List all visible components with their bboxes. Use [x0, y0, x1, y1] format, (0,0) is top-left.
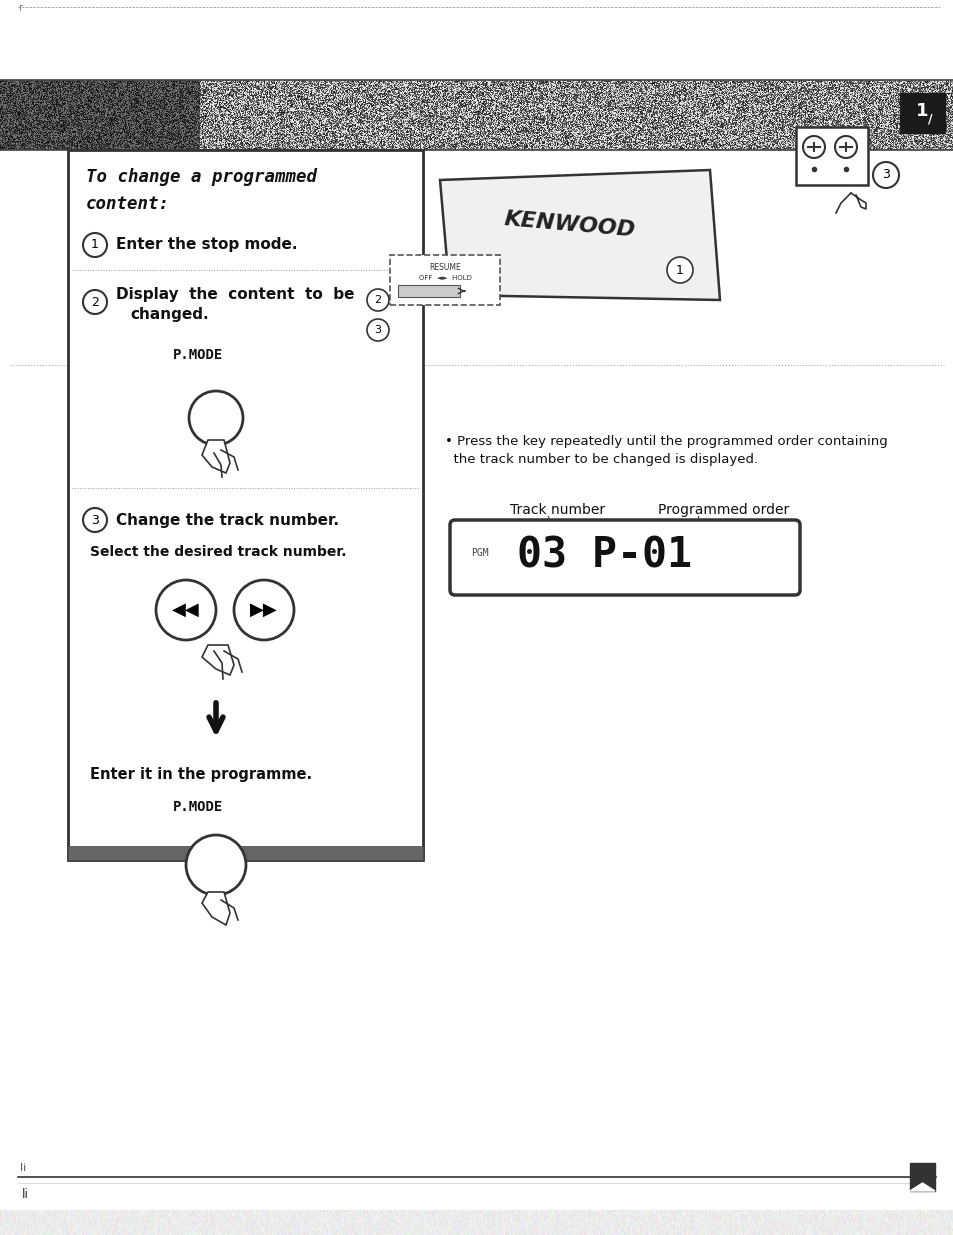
- FancyBboxPatch shape: [450, 520, 800, 595]
- Text: OFF  ◄►  HOLD: OFF ◄► HOLD: [418, 275, 471, 282]
- Text: Track number: Track number: [510, 503, 604, 517]
- Text: 1: 1: [91, 238, 99, 252]
- Text: content:: content:: [86, 195, 170, 212]
- Text: Change the track number.: Change the track number.: [116, 513, 338, 527]
- Circle shape: [802, 136, 824, 158]
- Bar: [397, 285, 459, 296]
- Bar: [899, 93, 944, 133]
- Text: To change a programmed: To change a programmed: [86, 168, 316, 186]
- Text: Enter the stop mode.: Enter the stop mode.: [116, 237, 297, 252]
- Text: Programmed order: Programmed order: [658, 503, 788, 517]
- Text: Enter it in the programme.: Enter it in the programme.: [90, 767, 312, 783]
- Bar: [68, 149, 422, 860]
- Text: RESUME: RESUME: [429, 263, 460, 272]
- Text: PGM: PGM: [471, 548, 488, 558]
- Polygon shape: [909, 1183, 934, 1191]
- Polygon shape: [202, 892, 230, 925]
- Polygon shape: [202, 440, 230, 473]
- Circle shape: [156, 580, 215, 640]
- Bar: [68, 846, 422, 860]
- Text: 3: 3: [375, 325, 381, 335]
- Text: 1: 1: [676, 263, 683, 277]
- Text: • Press the key repeatedly until the programmed order containing: • Press the key repeatedly until the pro…: [444, 435, 887, 448]
- Circle shape: [872, 162, 898, 188]
- Text: 1: 1: [915, 103, 928, 120]
- Text: ▶▶: ▶▶: [250, 601, 277, 619]
- Text: 2: 2: [374, 295, 381, 305]
- Text: li: li: [20, 1163, 27, 1173]
- Text: ◀◀: ◀◀: [172, 601, 200, 619]
- Circle shape: [83, 233, 107, 257]
- Circle shape: [666, 257, 692, 283]
- Polygon shape: [439, 170, 720, 300]
- Circle shape: [186, 835, 246, 895]
- Text: P.MODE: P.MODE: [172, 800, 223, 814]
- Circle shape: [83, 508, 107, 532]
- Text: Select the desired track number.: Select the desired track number.: [90, 545, 346, 559]
- Text: 3: 3: [91, 514, 99, 526]
- Bar: [390, 254, 499, 305]
- Text: 3: 3: [882, 168, 889, 182]
- Bar: [795, 127, 867, 185]
- Circle shape: [367, 289, 389, 311]
- Bar: [909, 1163, 934, 1191]
- Text: the track number to be changed is displayed.: the track number to be changed is displa…: [444, 453, 758, 466]
- Text: /: /: [927, 112, 932, 126]
- Text: r: r: [18, 2, 22, 14]
- Text: 2: 2: [91, 295, 99, 309]
- Text: li: li: [22, 1188, 29, 1200]
- Text: Display  the  content  to  be: Display the content to be: [116, 287, 355, 301]
- Circle shape: [834, 136, 856, 158]
- Text: changed.: changed.: [130, 306, 209, 321]
- Circle shape: [189, 391, 243, 445]
- Text: 03 P-01: 03 P-01: [517, 535, 691, 577]
- Circle shape: [233, 580, 294, 640]
- Text: KENWOOD: KENWOOD: [503, 209, 636, 241]
- Text: P.MODE: P.MODE: [172, 348, 223, 362]
- Circle shape: [83, 290, 107, 314]
- Polygon shape: [202, 645, 233, 676]
- Circle shape: [367, 319, 389, 341]
